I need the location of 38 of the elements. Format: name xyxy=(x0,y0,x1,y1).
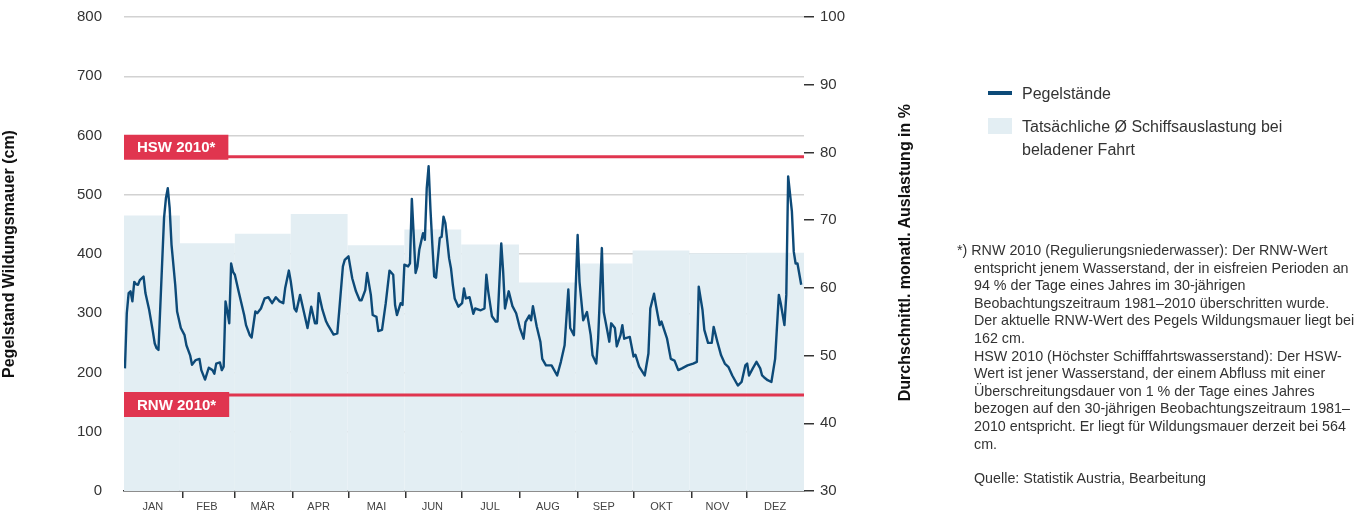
x-tick-label: DEZ xyxy=(764,499,787,512)
y-tick-label: 300 xyxy=(76,303,102,321)
x-tick-label: FEB xyxy=(196,499,218,512)
y-axis-title: Pegelstand Wildungsmauer (cm) xyxy=(0,130,18,378)
text: *) RNW 2010 (Regulierungsniederwasser): Der RNW-Wert entspricht jenem Wasserstand, der in eisfreien Perioden an 94 % der Tage eines Jahres im 30-jährigen Beobachtungszeitraum 1981–2010 überschritten wurde. Der aktuelle RNW-Wert des Pegels Wildungsmauer liegt bei 162 cm. xyxy=(957,242,1355,348)
x-tick-label: AUG xyxy=(535,499,560,512)
y2-tick-label: 100 xyxy=(820,7,846,25)
legend-label: Tatsächliche Ø Schiffsauslastung bei beladener Fahrt xyxy=(1022,117,1284,160)
x-tick-label: JAN xyxy=(142,499,164,512)
y-tick-label: 0 xyxy=(93,481,102,499)
y2-tick-label: 80 xyxy=(820,142,837,160)
y-tick-label: 200 xyxy=(76,362,102,380)
text: HSW 2010 (Höchster Schifffahrtswasserstand): Der HSW-Wert ist jener Wasserstand, der einem Abfluss mit einer Überschreitungsdauer von 1 % der Tage eines Jahres bezogen auf den 30-jährigen Beobachtungszeitraum 1981–2010 entspricht. Er liegt für Wildungsmauer derzeit bei 564 cm. xyxy=(973,347,1351,454)
x-tick-label: JUN xyxy=(421,499,444,512)
x-tick-label: MAI xyxy=(366,499,387,512)
y-tick-label: 400 xyxy=(76,244,102,262)
y-tick-label: 700 xyxy=(76,66,102,84)
y-tick-label: 500 xyxy=(76,184,102,202)
x-tick-label: SEP xyxy=(592,499,615,512)
x-tick-label: JUL xyxy=(480,499,500,512)
y2-tick-label: 30 xyxy=(820,481,837,499)
source-note: Quelle: Statistik Austria, Bearbeitung xyxy=(973,470,1208,488)
x-tick-label: MÄR xyxy=(250,499,276,512)
legend-label: Pegelstände xyxy=(1022,84,1112,104)
ref-line-label: HSW 2010* xyxy=(137,138,216,156)
y-tick-label: 600 xyxy=(76,125,102,143)
y2-tick-label: 40 xyxy=(820,413,837,431)
y2-tick-label: 50 xyxy=(820,345,837,363)
y2-axis-title: Durchschnittl. monatl. Auslastung in % xyxy=(896,103,914,402)
y-tick-label: 100 xyxy=(76,421,102,439)
x-tick-label: NOV xyxy=(705,499,730,512)
ref-line-label: RNW 2010* xyxy=(137,395,217,413)
x-tick-label: OKT xyxy=(650,499,674,512)
y2-tick-label: 70 xyxy=(820,210,837,228)
y-tick-label: 800 xyxy=(76,7,102,25)
x-tick-label: APR xyxy=(307,499,331,512)
y2-tick-label: 60 xyxy=(820,278,837,295)
y2-tick-label: 90 xyxy=(820,74,837,92)
